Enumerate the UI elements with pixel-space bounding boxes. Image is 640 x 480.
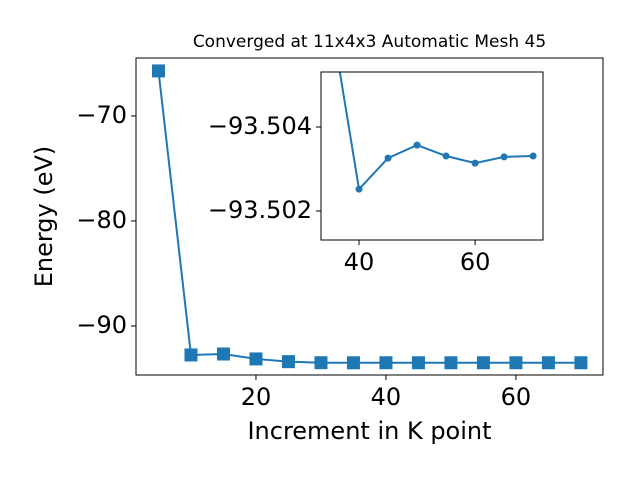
marker: [411, 356, 425, 370]
marker: [509, 356, 523, 370]
marker: [500, 153, 508, 161]
y-tick-label: −90: [76, 311, 127, 339]
marker: [346, 356, 360, 370]
inset-chart: 40 60 −93.504 −93.502: [208, 71, 544, 276]
marker: [442, 152, 450, 160]
marker: [314, 356, 328, 370]
x-tick-label: 60: [501, 383, 532, 411]
x-tick-label: 40: [344, 248, 375, 276]
chart-title: Converged at 11x4x3 Automatic Mesh 45: [193, 32, 546, 52]
y-tick-label: −70: [76, 101, 127, 129]
plot-frame: [135, 57, 604, 376]
marker: [249, 352, 263, 366]
marker: [476, 356, 490, 370]
marker: [281, 355, 295, 369]
marker: [413, 141, 421, 149]
marker: [184, 348, 198, 362]
y-tick-label: −93.502: [208, 196, 312, 224]
plot-frame: [320, 71, 544, 241]
marker: [529, 152, 537, 160]
x-tick-label: 40: [371, 383, 402, 411]
marker: [151, 64, 165, 78]
marker: [216, 347, 230, 361]
marker: [355, 185, 363, 193]
series-line: [338, 72, 534, 192]
y-axis-label: Energy (eV): [30, 146, 58, 288]
marker: [541, 356, 555, 370]
marker: [379, 356, 393, 370]
y-tick-label: −80: [76, 206, 127, 234]
y-tick-label: −93.504: [208, 112, 312, 140]
marker: [471, 159, 479, 167]
marker: [384, 154, 392, 162]
plot-content: [338, 72, 537, 193]
marker: [444, 356, 458, 370]
x-axis-label: Increment in K point: [247, 417, 491, 445]
x-tick-label: 20: [241, 383, 272, 411]
marker: [574, 356, 588, 370]
plot-content: [151, 64, 588, 370]
x-tick-label: 60: [460, 248, 491, 276]
